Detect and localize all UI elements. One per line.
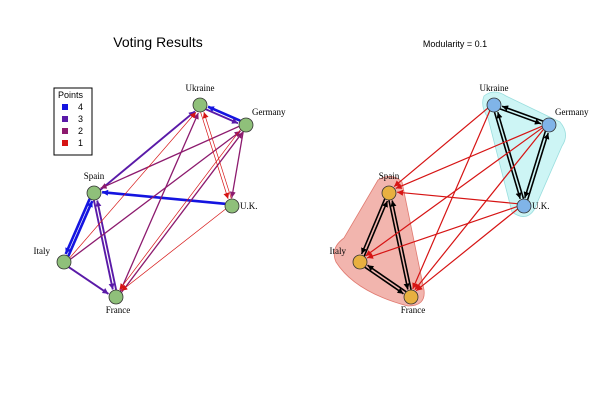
left-edge-germany-to-france (119, 129, 241, 290)
left-node-ukraine (192, 97, 208, 113)
right-edges (360, 105, 550, 295)
right-node-uk (516, 198, 532, 214)
left-edge-italy-to-france (68, 266, 110, 295)
left-edge-italy-to-spain (67, 200, 94, 257)
right-edge-spain-to-france (388, 200, 410, 290)
right-edge-spain-to-italy (360, 198, 386, 255)
legend-label-2: 2 (78, 126, 83, 136)
left-panel: Voting Results Ukraine Germany Spain U.K. It… (34, 34, 286, 315)
right-nodes: Ukraine Germany Spain U.K. Italy France (330, 83, 589, 315)
legend-swatch-3 (62, 116, 68, 122)
right-edge-germany-to-ukraine (501, 105, 544, 122)
right-edge-uk-to-ukraine (496, 111, 525, 200)
right-node-label-spain: Spain (379, 171, 400, 181)
right-node-ukraine (486, 97, 502, 113)
legend-swatch-4 (62, 104, 68, 110)
right-edge-uk-to-germany (526, 132, 550, 201)
right-node-italy (352, 254, 368, 270)
right-edge-ukraine-to-spain (393, 107, 488, 188)
right-edge-italy-to-france (364, 266, 404, 295)
left-edge-spain-to-italy (64, 198, 91, 255)
left-nodes: Ukraine Germany Spain U.K. Italy France (34, 83, 286, 315)
legend-label-3: 3 (78, 114, 83, 124)
left-edge-france-to-ukraine (119, 112, 199, 292)
legend-label-4: 4 (78, 102, 83, 112)
left-edge-france-to-spain (95, 200, 118, 290)
right-panel: Modularity = 0.1 Ukraine Germany Spain U.K.… (330, 39, 589, 315)
right-node-label-france: France (401, 305, 426, 315)
left-node-spain (86, 185, 102, 201)
left-node-italy (56, 254, 72, 270)
right-edge-uk-to-france (415, 208, 518, 292)
left-edge-ukraine-to-germany (205, 108, 239, 125)
left-edge-ukraine-to-uk (200, 112, 230, 200)
modularity-label: Modularity = 0.1 (423, 39, 487, 49)
legend-title: Points (58, 90, 84, 100)
right-edge-germany-to-france (414, 129, 544, 291)
left-edge-italy-to-ukraine (69, 111, 197, 259)
points-legend: Points 4 3 2 1 (53, 87, 93, 156)
legend-swatch-2 (62, 128, 68, 134)
left-node-label-italy: Italy (34, 246, 51, 256)
right-edge-germany-to-italy (365, 127, 543, 257)
left-node-label-germany: Germany (252, 107, 286, 117)
left-node-label-uk: U.K. (240, 201, 258, 211)
left-node-label-france: France (106, 305, 131, 315)
community-hull-a (333, 176, 425, 307)
left-node-label-spain: Spain (84, 171, 105, 181)
right-node-spain (381, 185, 397, 201)
right-edge-ukraine-to-germany (499, 108, 542, 125)
right-edge-uk-to-spain (397, 189, 518, 205)
legend-box (53, 87, 93, 156)
left-edge-germany-to-uk (229, 131, 244, 198)
left-node-germany (238, 117, 254, 133)
left-node-label-ukraine: Ukraine (186, 83, 215, 93)
right-node-label-italy: Italy (330, 246, 347, 256)
left-edge-france-to-germany (120, 131, 244, 293)
left-edge-uk-to-ukraine (202, 111, 232, 199)
left-edge-germany-to-spain (100, 125, 240, 189)
left-edge-uk-to-france (121, 208, 226, 292)
legend-label-1: 1 (78, 138, 83, 148)
right-edge-ukraine-to-uk (493, 111, 522, 200)
right-edge-germany-to-spain (395, 125, 543, 189)
left-edge-spain-to-france (92, 200, 115, 290)
left-edge-uk-to-spain (101, 189, 226, 206)
right-edge-france-to-italy (367, 264, 407, 293)
right-node-label-uk: U.K. (532, 201, 550, 211)
right-edge-germany-to-uk (523, 130, 547, 199)
left-panel-title: Voting Results (113, 34, 203, 50)
right-edge-uk-to-italy (366, 206, 518, 259)
right-node-france (403, 289, 419, 305)
right-edge-france-to-spain (390, 200, 412, 290)
left-edge-italy-to-germany (70, 130, 241, 260)
left-edge-germany-to-ukraine (207, 105, 241, 122)
left-edge-spain-to-ukraine (99, 110, 196, 191)
right-edge-ukraine-to-france (412, 110, 491, 290)
right-node-label-ukraine: Ukraine (480, 83, 509, 93)
left-edges (64, 105, 244, 295)
right-node-label-germany: Germany (555, 107, 589, 117)
right-node-germany (541, 117, 557, 133)
left-node-france (108, 289, 124, 305)
left-node-uk (224, 198, 240, 214)
right-edge-italy-to-spain (363, 200, 389, 257)
legend-swatch-1 (62, 140, 68, 146)
